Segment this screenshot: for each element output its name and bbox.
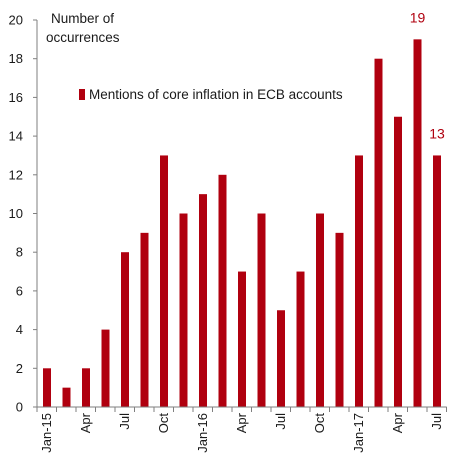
bar [296, 271, 305, 407]
y-tick-label: 8 [16, 245, 23, 260]
bar [62, 387, 71, 407]
bar [82, 368, 90, 407]
y-tick-label: 20 [9, 13, 23, 28]
y-tick-label: 16 [9, 90, 23, 105]
bar [160, 155, 168, 407]
y-axis-title-line-2: occurrences [46, 30, 120, 45]
bar [433, 155, 441, 407]
bar [355, 155, 363, 407]
legend: Mentions of core inflation in ECB accoun… [79, 87, 343, 102]
x-tick-label: Jul [117, 413, 132, 430]
bar [140, 232, 149, 407]
legend-swatch [79, 89, 85, 100]
bar [218, 174, 227, 407]
data-label: 19 [410, 9, 426, 25]
x-tick-label: Jan-17 [351, 413, 366, 453]
bar [238, 271, 246, 407]
y-axis-title-line-1: Number of [51, 11, 114, 26]
y-tick-label: 10 [9, 206, 23, 221]
data-label: 13 [429, 125, 445, 141]
bar [199, 194, 207, 407]
y-tick-label: 6 [16, 283, 23, 298]
x-tick-label: Jul [273, 413, 288, 430]
x-tick-label: Apr [78, 412, 93, 433]
x-axis: Jan-15 Apr Jul Oct Jan-16 Apr Jul Oct Jan-17 Apr J… [36, 406, 447, 453]
x-tick-label: Oct [156, 413, 171, 434]
bar [179, 213, 188, 407]
x-tick-label: Apr [234, 412, 249, 433]
bar [277, 310, 285, 407]
bar [101, 329, 110, 407]
y-tick-label: 0 [16, 400, 23, 415]
y-tick-label: 18 [9, 51, 23, 66]
x-tick-label: Jul [429, 413, 444, 430]
y-axis: 0 2 4 6 8 10 12 14 16 18 20 [9, 13, 38, 415]
bar [374, 58, 383, 407]
bar [121, 252, 129, 407]
x-tick-label: Jan-15 [39, 413, 54, 453]
bar [413, 39, 422, 407]
bar [394, 116, 402, 407]
bar [316, 213, 324, 407]
y-tick-label: 4 [16, 322, 23, 337]
bar [257, 213, 266, 407]
x-tick-label: Jan-16 [195, 413, 210, 453]
y-tick-label: 2 [16, 361, 23, 376]
bar [335, 232, 344, 407]
bars [43, 39, 441, 407]
x-tick-label: Apr [390, 412, 405, 433]
legend-label: Mentions of core inflation in ECB accoun… [89, 87, 343, 102]
y-tick-label: 12 [9, 167, 23, 182]
x-tick-label: Oct [312, 413, 327, 434]
bar [43, 368, 51, 407]
y-tick-label: 14 [9, 129, 23, 144]
